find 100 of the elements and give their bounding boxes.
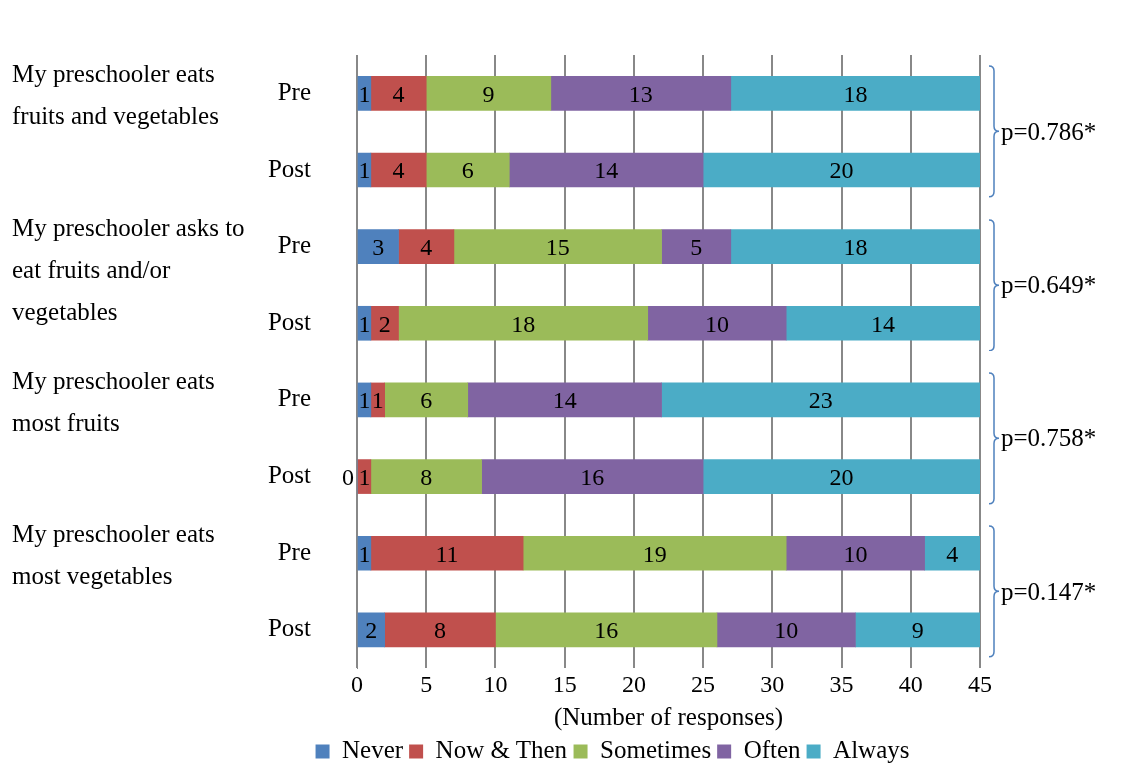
bar bbox=[702, 459, 980, 494]
bar bbox=[398, 305, 649, 341]
legend-label: Sometimes bbox=[600, 736, 712, 764]
x-tick-label: 0 bbox=[351, 670, 363, 697]
data-label: 18 bbox=[511, 310, 536, 337]
data-label: 1 bbox=[358, 387, 371, 414]
x-tick-label: 10 bbox=[483, 670, 508, 697]
text: p=0.786* bbox=[1001, 117, 1097, 146]
data-label: 2 bbox=[378, 310, 391, 337]
bar bbox=[453, 229, 662, 264]
bar bbox=[855, 612, 980, 648]
data-label: 4 bbox=[392, 80, 405, 107]
data-label: 1 bbox=[358, 157, 371, 184]
legend-label: Often bbox=[743, 736, 802, 764]
bar bbox=[467, 382, 662, 418]
bar bbox=[425, 152, 510, 188]
x-tick-label: 40 bbox=[898, 670, 923, 697]
bar bbox=[661, 382, 980, 418]
data-label: 0 bbox=[342, 463, 354, 490]
x-tick-label: 20 bbox=[621, 670, 646, 697]
bar bbox=[370, 305, 399, 341]
data-label: 16 bbox=[594, 617, 619, 644]
x-axis-title: (Number of responses) bbox=[553, 702, 784, 731]
y-tick-label: Post bbox=[267, 307, 312, 335]
x-tick-label: 35 bbox=[829, 670, 854, 697]
bar bbox=[495, 612, 718, 648]
bar bbox=[716, 612, 856, 648]
data-label: 20 bbox=[829, 157, 854, 184]
data-label: 16 bbox=[580, 463, 605, 490]
data-label: 19 bbox=[642, 540, 667, 567]
x-tick-label: 15 bbox=[552, 670, 577, 697]
data-label: 4 bbox=[420, 233, 433, 260]
y-tick-label: Pre bbox=[277, 231, 311, 259]
legend-label: Never bbox=[342, 736, 404, 764]
data-label: 11 bbox=[435, 540, 459, 567]
bar bbox=[730, 76, 980, 111]
bar bbox=[370, 459, 482, 494]
data-label: 14 bbox=[552, 387, 577, 414]
text: p=0.649* bbox=[1001, 270, 1097, 299]
bar bbox=[425, 76, 552, 111]
data-label: 10 bbox=[704, 310, 729, 337]
data-label: 1 bbox=[358, 80, 371, 107]
x-tick-label: 25 bbox=[691, 670, 716, 697]
data-label: 8 bbox=[434, 617, 447, 644]
text: p=0.758* bbox=[1001, 424, 1097, 453]
data-label: 1 bbox=[358, 463, 371, 490]
x-tick-label: 30 bbox=[760, 670, 785, 697]
text: My preschooler eats most vegetables bbox=[12, 519, 216, 592]
bar bbox=[384, 612, 496, 648]
y-tick-label: Post bbox=[267, 614, 312, 642]
bar bbox=[370, 535, 524, 571]
data-label: 18 bbox=[843, 233, 868, 260]
data-label: 1 bbox=[358, 310, 371, 337]
y-tick-label: Pre bbox=[277, 77, 311, 105]
bar bbox=[481, 459, 704, 494]
bar bbox=[384, 382, 469, 418]
text: My preschooler eats most fruits bbox=[12, 365, 216, 438]
legend-label: Always bbox=[833, 736, 910, 764]
data-label: 1 bbox=[371, 387, 384, 414]
data-label: 20 bbox=[829, 463, 854, 490]
text: My preschooler eats fruits and vegetables bbox=[12, 59, 220, 132]
bar bbox=[398, 229, 455, 264]
bar bbox=[661, 229, 732, 264]
data-label: 10 bbox=[843, 540, 868, 567]
bar bbox=[522, 535, 787, 571]
data-label: 6 bbox=[461, 157, 474, 184]
data-label: 3 bbox=[372, 233, 385, 260]
bar bbox=[550, 76, 732, 111]
x-tick-label: 45 bbox=[968, 670, 992, 697]
data-label: 15 bbox=[545, 233, 570, 260]
data-label: 10 bbox=[774, 617, 799, 644]
data-label: 14 bbox=[871, 310, 896, 337]
bar bbox=[647, 305, 787, 341]
y-tick-label: Pre bbox=[277, 384, 311, 412]
data-label: 8 bbox=[420, 463, 433, 490]
bar bbox=[785, 535, 925, 571]
data-label: 2 bbox=[365, 617, 378, 644]
bar bbox=[508, 152, 704, 188]
data-label: 4 bbox=[946, 540, 959, 567]
bar bbox=[702, 152, 980, 188]
x-tick-label: 5 bbox=[420, 670, 433, 697]
data-label: 9 bbox=[911, 617, 924, 644]
data-label: 4 bbox=[392, 157, 405, 184]
data-label: 6 bbox=[420, 387, 433, 414]
text: My preschooler asks to eat fruits and/or vegetables bbox=[12, 212, 246, 327]
y-tick-label: Pre bbox=[277, 537, 311, 565]
data-label: 5 bbox=[690, 233, 703, 260]
bar bbox=[370, 76, 427, 111]
bar bbox=[924, 535, 980, 571]
bar bbox=[357, 229, 399, 264]
legend-label: Now & Then bbox=[435, 736, 568, 764]
bar bbox=[785, 305, 980, 341]
data-label: 18 bbox=[843, 80, 868, 107]
y-tick-label: Post bbox=[267, 461, 312, 489]
data-label: 14 bbox=[594, 157, 619, 184]
data-label: 9 bbox=[482, 80, 495, 107]
y-tick-label: Post bbox=[267, 154, 312, 182]
data-label: 23 bbox=[808, 387, 833, 414]
data-label: 1 bbox=[358, 540, 371, 567]
text: p=0.147* bbox=[1001, 577, 1097, 606]
